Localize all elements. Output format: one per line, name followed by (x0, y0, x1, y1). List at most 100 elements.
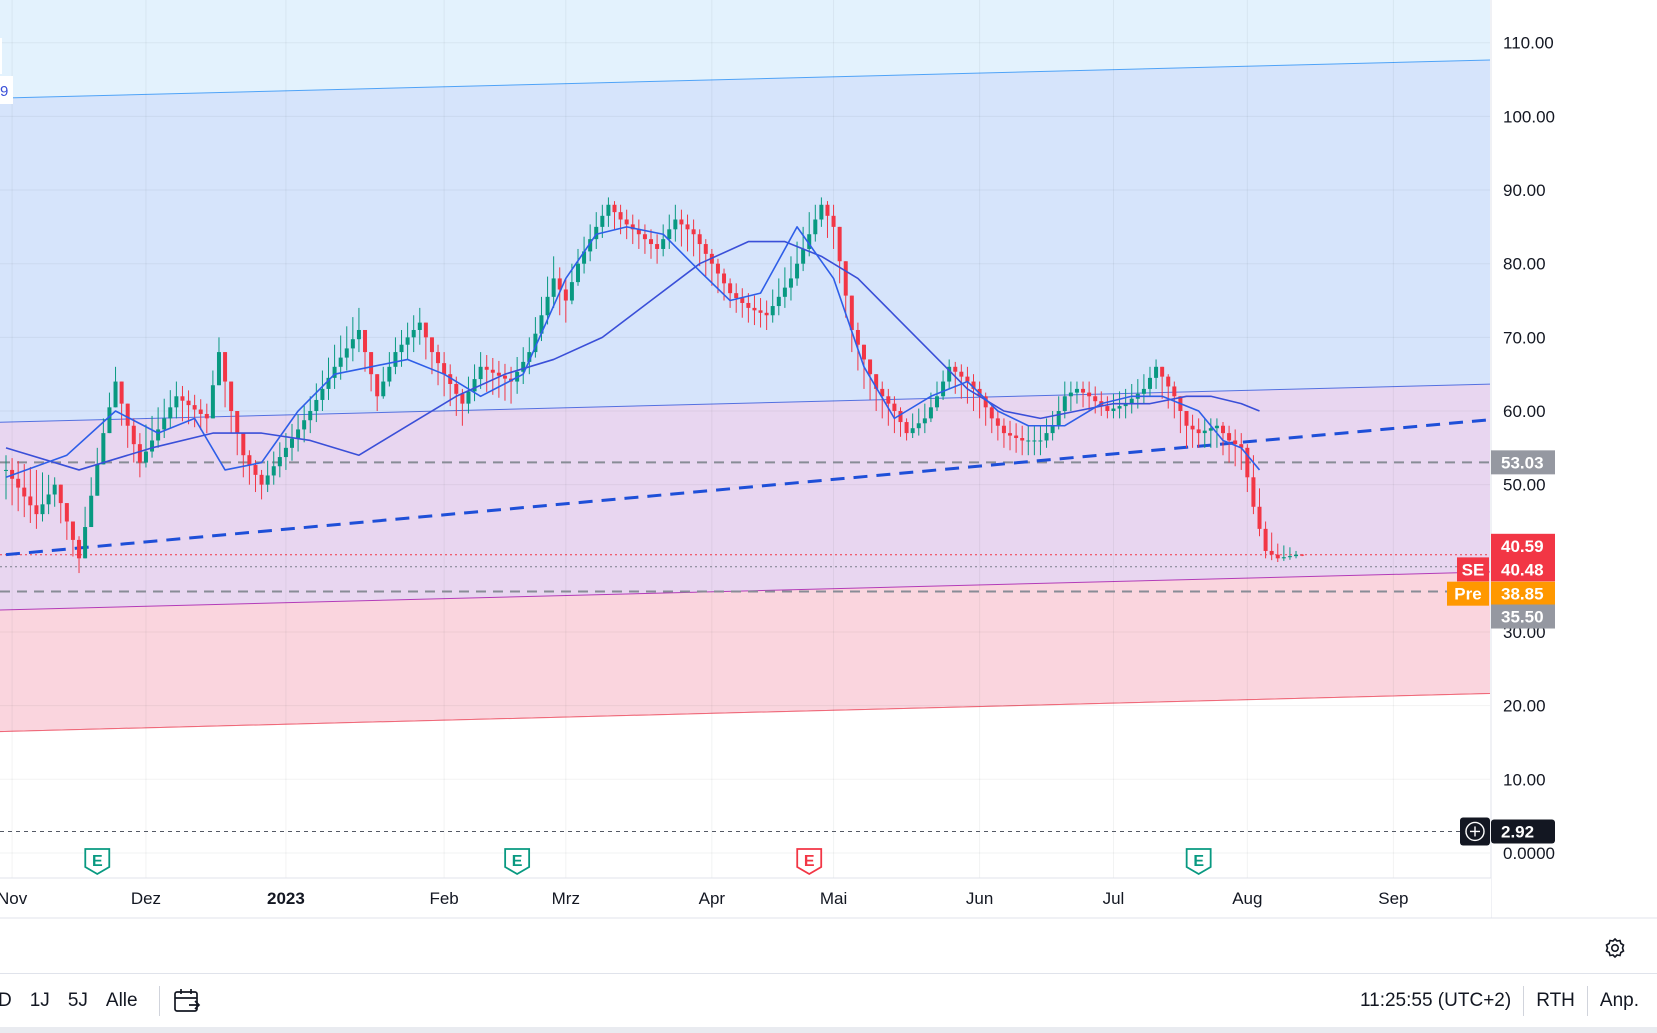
candle-up[interactable] (600, 215, 605, 227)
candle-down[interactable] (241, 433, 246, 456)
candle-up[interactable] (935, 396, 940, 408)
candle-down[interactable] (697, 234, 702, 245)
candle-down[interactable] (1227, 433, 1232, 441)
candle-down[interactable] (1196, 429, 1201, 434)
candle-up[interactable] (52, 484, 57, 495)
candle-down[interactable] (16, 478, 21, 488)
candle-up[interactable] (1032, 440, 1037, 442)
earnings-marker[interactable]: E (1185, 848, 1212, 876)
candle-up[interactable] (411, 329, 416, 338)
candle-up[interactable] (1294, 554, 1299, 557)
candle-up[interactable] (478, 366, 483, 380)
candle-down[interactable] (959, 371, 964, 377)
candle-down[interactable] (58, 484, 63, 504)
candle-down[interactable] (22, 487, 27, 497)
candle-up[interactable] (4, 469, 8, 471)
candle-up[interactable] (1154, 366, 1159, 378)
candle-down[interactable] (442, 363, 447, 375)
candle-up[interactable] (1026, 440, 1031, 442)
candle-down[interactable] (204, 413, 209, 419)
earnings-marker[interactable]: E (84, 848, 111, 876)
candle-down[interactable] (375, 374, 380, 397)
candle-down[interactable] (502, 375, 507, 379)
candle-down[interactable] (131, 425, 136, 445)
candle-up[interactable] (320, 388, 325, 400)
price-chart[interactable]: E E E E 9 110.00 100.00 90.00 80.00 70.00 60.00 50.… (0, 0, 1657, 973)
candle-up[interactable] (83, 527, 88, 559)
candle-up[interactable] (1129, 398, 1134, 404)
candle-down[interactable] (715, 263, 720, 274)
range-button-1j[interactable]: 1J (29, 990, 50, 1011)
price-axis-label[interactable]: 40.48 SE (1457, 557, 1555, 582)
candle-down[interactable] (703, 244, 708, 254)
candle-down[interactable] (886, 396, 891, 404)
candle-up[interactable] (308, 411, 313, 421)
candle-down[interactable] (831, 215, 836, 227)
candle-up[interactable] (551, 278, 556, 297)
candle-down[interactable] (1081, 388, 1086, 393)
candle-down[interactable] (758, 310, 763, 313)
candle-down[interactable] (989, 407, 994, 419)
candle-up[interactable] (1074, 388, 1079, 393)
candle-up[interactable] (667, 229, 672, 240)
dashed-trendline[interactable] (5, 418, 1490, 557)
candle-down[interactable] (849, 295, 854, 330)
session-toggle[interactable]: RTH (1536, 990, 1575, 1011)
candle-down[interactable] (1275, 554, 1280, 559)
candle-down[interactable] (119, 381, 124, 404)
candle-up[interactable] (338, 357, 343, 367)
candle-down[interactable] (655, 244, 660, 249)
scale-adjust-toggle[interactable]: Anp. (1599, 990, 1639, 1011)
candle-down[interactable] (728, 283, 733, 294)
candle-down[interactable] (642, 234, 647, 240)
candle-up[interactable] (788, 278, 793, 288)
range-button-alle[interactable]: Alle (105, 990, 138, 1011)
candle-down[interactable] (1300, 554, 1305, 556)
price-axis-label[interactable]: 2.92 (1491, 819, 1555, 844)
candle-up[interactable] (1214, 425, 1219, 429)
candle-down[interactable] (429, 337, 434, 353)
candle-down[interactable] (235, 411, 240, 434)
candle-down[interactable] (679, 219, 684, 225)
candle-down[interactable] (557, 278, 562, 290)
candle-up[interactable] (162, 418, 167, 430)
candle-up[interactable] (344, 348, 349, 358)
candle-down[interactable] (868, 359, 873, 375)
candle-down[interactable] (1160, 366, 1165, 377)
candle-up[interactable] (1062, 396, 1067, 412)
candle-up[interactable] (314, 399, 319, 412)
candle-down[interactable] (1008, 433, 1013, 436)
candle-down[interactable] (953, 366, 958, 372)
candle-up[interactable] (606, 204, 611, 216)
price-axis-label[interactable]: 53.03 (1491, 450, 1555, 475)
candle-down[interactable] (1190, 425, 1195, 430)
candle-down[interactable] (624, 219, 629, 225)
candle-up[interactable] (1281, 557, 1286, 559)
candle-up[interactable] (1117, 406, 1122, 409)
candle-up[interactable] (107, 407, 112, 434)
price-axis-label[interactable]: 38.85 Pre (1447, 581, 1555, 606)
candle-up[interactable] (569, 282, 574, 301)
candle-up[interactable] (326, 377, 331, 389)
candle-up[interactable] (782, 287, 787, 297)
candle-down[interactable] (125, 403, 130, 426)
calendar-goto-icon[interactable] (172, 987, 202, 1015)
candle-down[interactable] (253, 465, 258, 475)
candle-down[interactable] (904, 422, 909, 434)
moving-average-slow[interactable] (5, 240, 1260, 471)
candle-down[interactable] (198, 409, 203, 414)
candle-up[interactable] (661, 239, 666, 249)
earnings-marker[interactable]: E (796, 848, 823, 876)
candle-up[interactable] (356, 329, 361, 340)
candle-down[interactable] (618, 212, 623, 220)
candle-up[interactable] (1147, 377, 1152, 389)
candle-up[interactable] (582, 251, 587, 264)
candle-up[interactable] (1068, 392, 1073, 397)
candle-up[interactable] (1038, 440, 1043, 442)
candle-up[interactable] (350, 339, 355, 349)
candle-down[interactable] (1020, 438, 1025, 441)
candle-down[interactable] (64, 503, 69, 522)
candle-up[interactable] (527, 352, 532, 362)
candle-up[interactable] (1044, 433, 1049, 441)
candle-up[interactable] (265, 475, 270, 485)
